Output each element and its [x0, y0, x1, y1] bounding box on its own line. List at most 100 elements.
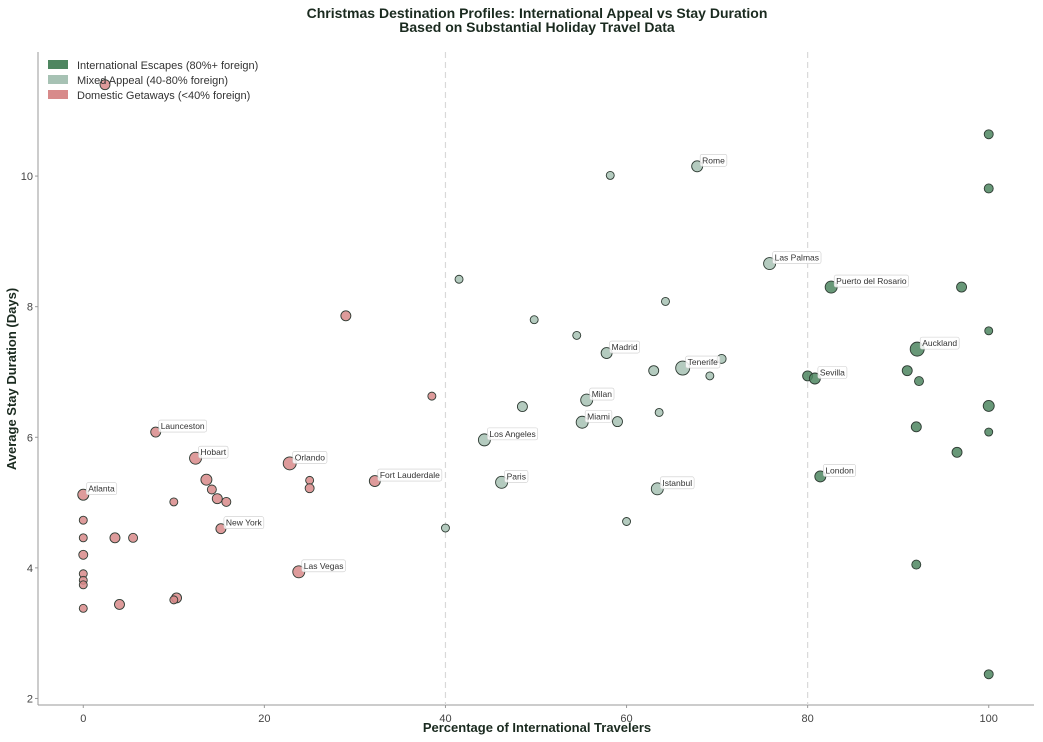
- point-label-box: [85, 482, 118, 496]
- scatter-point-international: [901, 365, 913, 377]
- point-label: Miami: [587, 411, 610, 421]
- scatter-point-international: [984, 326, 994, 336]
- scatter-point-domestic: [206, 484, 217, 495]
- legend: International Escapes (80%+ foreign) Mixe…: [48, 60, 258, 102]
- point-label: Atlanta: [88, 484, 115, 494]
- point-label-box: [584, 409, 613, 423]
- point-annotation: Las Palmas: [772, 251, 822, 264]
- y-tick-label: 4: [27, 563, 33, 575]
- point-label: Tenerife: [688, 357, 719, 367]
- scatter-point-international: [910, 421, 922, 433]
- point-annotation: Orlando: [292, 451, 328, 464]
- point-label-box: [158, 419, 207, 433]
- scatter-point-mixed: [605, 170, 615, 180]
- point-label-box: [823, 464, 856, 477]
- point-label: Paris: [507, 471, 526, 481]
- point-label-box: [223, 516, 265, 529]
- chart-title: Christmas Destination Profiles: Internat…: [307, 5, 768, 21]
- point-annotation: Launceston: [158, 419, 207, 433]
- point-label-box: [487, 427, 539, 441]
- point-annotations: Launceston Hobart Orlando Atlanta Fort Laude…: [85, 153, 960, 573]
- point-label: Istanbul: [662, 478, 692, 488]
- point-annotation: Fort Lauderdale: [377, 468, 443, 482]
- scatter-point-domestic: [78, 549, 89, 560]
- point-annotation: London: [823, 464, 856, 477]
- legend-swatch-mixed: [48, 75, 68, 84]
- scatter-point-domestic: [340, 310, 352, 322]
- axes: [37, 52, 1034, 706]
- scatter-point-domestic: [109, 532, 121, 544]
- point-label: Los Angeles: [489, 429, 535, 439]
- x-tick-label: 60: [620, 713, 632, 725]
- scatter-point-mixed: [648, 365, 660, 377]
- scatter-point-mixed: [454, 274, 464, 284]
- point-label: Milan: [592, 389, 613, 399]
- chart-subtitle: Based on Substantial Holiday Travel Data: [399, 19, 675, 35]
- scatter-point-mixed: [441, 523, 450, 533]
- scatter-point-international: [983, 129, 994, 140]
- point-label-box: [699, 153, 728, 167]
- point-label-box: [301, 559, 346, 573]
- x-tick-label: 20: [258, 713, 270, 725]
- scatter-point-domestic: [78, 580, 88, 590]
- point-label-box: [504, 470, 529, 483]
- scatter-point-domestic: [304, 483, 315, 494]
- x-tick-label: 100: [980, 713, 998, 725]
- point-label-box: [609, 340, 640, 354]
- scatter-point-international: [983, 669, 994, 680]
- scatter-point-domestic: [78, 515, 88, 525]
- point-annotation: Milan: [589, 387, 615, 401]
- scatter-point-mixed: [705, 371, 715, 381]
- point-label: Hobart: [201, 447, 227, 457]
- threshold-lines: [444, 52, 809, 705]
- scatter-point-domestic: [305, 475, 315, 485]
- scatter-point-mixed: [529, 315, 539, 325]
- x-tick-label: 40: [439, 713, 451, 725]
- scatter-point-mixed: [572, 330, 582, 340]
- scatter-point-domestic: [169, 497, 179, 507]
- scatter-point-domestic: [128, 532, 139, 543]
- scatter-point-mixed: [516, 401, 528, 413]
- scatter-point-domestic: [99, 79, 111, 91]
- point-label: Orlando: [295, 452, 326, 462]
- scatter-point-domestic: [114, 598, 125, 610]
- point-annotation: Sevilla: [817, 366, 848, 379]
- x-tick-label: 80: [802, 713, 814, 725]
- point-label: Sevilla: [820, 368, 845, 378]
- point-annotation: Hobart: [198, 445, 229, 459]
- point-label: New York: [226, 518, 263, 528]
- legend-swatch-international: [48, 60, 68, 69]
- point-annotation: Auckland: [919, 336, 960, 350]
- point-label-box: [685, 355, 721, 369]
- point-label: Las Palmas: [775, 253, 819, 263]
- y-tick-label: 8: [27, 302, 33, 314]
- point-label: Rome: [702, 155, 725, 165]
- scatter-point-domestic: [78, 603, 88, 613]
- point-annotation: Madrid: [609, 340, 640, 354]
- scatter-point-domestic: [211, 493, 223, 505]
- scatter-point-mixed: [622, 517, 631, 526]
- y-tick-label: 10: [21, 171, 33, 183]
- point-label-box: [817, 366, 848, 379]
- point-label-box: [198, 445, 229, 459]
- scatter-point-domestic: [169, 595, 179, 605]
- scatter-point-mixed: [661, 296, 670, 306]
- scatter-point-international: [911, 559, 922, 570]
- point-label: Launceston: [161, 421, 205, 431]
- y-axis-label: Average Stay Duration (Days): [4, 288, 19, 470]
- scatter-point-mixed: [654, 408, 664, 417]
- scatter-point-mixed: [612, 416, 623, 428]
- scatter-point-domestic: [221, 496, 232, 507]
- scatter-point-international: [982, 399, 995, 412]
- point-label: Fort Lauderdale: [380, 470, 440, 480]
- point-annotation: Atlanta: [85, 482, 118, 496]
- point-label-box: [292, 451, 328, 464]
- y-tick-label: 2: [27, 693, 33, 705]
- point-label: Las Vegas: [304, 561, 344, 571]
- y-tick-label: 6: [27, 432, 33, 444]
- scatter-point-domestic: [78, 533, 88, 543]
- scatter-point-international: [983, 183, 994, 194]
- point-label-box: [919, 336, 960, 350]
- data-points: [77, 79, 995, 680]
